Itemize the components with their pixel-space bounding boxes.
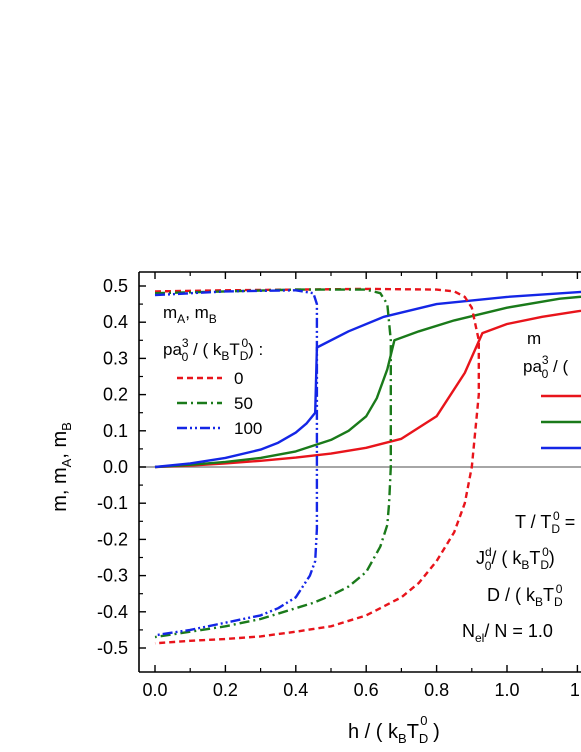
legend-left-label-50: 50: [234, 394, 253, 413]
x-tick-label: 1.: [570, 680, 581, 700]
note-exchange: Jd 0/ ( kBTD0): [476, 545, 555, 573]
x-tick-label: 0.2: [213, 680, 238, 700]
legend-right-title-2: pa3 0 / (: [523, 353, 568, 381]
series-line-5: [154, 289, 319, 637]
legend-left-title-1: mA, mB: [163, 303, 217, 326]
y-tick-label: -0.5: [97, 638, 128, 658]
y-tick-label: -0.4: [97, 602, 128, 622]
note-temperature: T / TD0 =: [515, 509, 575, 536]
note-anisotropy: D / ( kBTD0: [487, 582, 563, 609]
x-axis-title: h / ( kBTD0 ): [348, 713, 440, 746]
parameter-notes: T / TD0 = Jd 0/ ( kBTD0) D / ( kBTD0 Nel/…: [462, 509, 575, 645]
legend-left-label-100: 100: [234, 419, 262, 438]
series-layer: [154, 287, 581, 645]
series-line-3: [154, 287, 480, 645]
y-tick-label: 0.1: [103, 421, 128, 441]
axes-layer: [138, 271, 581, 673]
x-tick-label: 0.6: [354, 680, 379, 700]
x-tick-label: 1.0: [494, 680, 519, 700]
y-tick-label: -0.3: [97, 566, 128, 586]
y-tick-label: 0.0: [103, 457, 128, 477]
legend-left-label-0: 0: [234, 369, 243, 388]
legend-left: mA, mB pa3 0 / ( kBTD0) : 0 50 100: [163, 303, 263, 438]
legend-right: m pa3 0 / (: [523, 329, 581, 450]
x-tick-label: 0.0: [142, 680, 167, 700]
ticks-layer: -0.5 -0.4 -0.3 -0.2 -0.1 0.0 0.1 0.2 0.3 0.4 0.5 0.…: [97, 272, 581, 700]
y-tick-label: 0.5: [103, 276, 128, 296]
legend-right-title-1: m: [527, 329, 541, 348]
y-tick-label: 0.4: [103, 312, 128, 332]
series-line-4: [154, 288, 392, 639]
legend-left-title-2: pa3 0 / ( kBTD0) :: [163, 336, 263, 364]
x-tick-label: 0.8: [424, 680, 449, 700]
y-tick-label: 0.2: [103, 385, 128, 405]
y-axis-title: m, mA, mB: [49, 422, 74, 512]
y-tick-label: -0.2: [97, 529, 128, 549]
y-tick-label: 0.3: [103, 348, 128, 368]
series-line-0: [154, 309, 581, 469]
y-tick-label: -0.1: [97, 493, 128, 513]
x-tick-label: 0.4: [283, 680, 308, 700]
series-line-1: [154, 295, 581, 469]
series-line-2: [154, 290, 581, 469]
note-electron-ratio: Nel/ N = 1.0: [462, 621, 553, 645]
